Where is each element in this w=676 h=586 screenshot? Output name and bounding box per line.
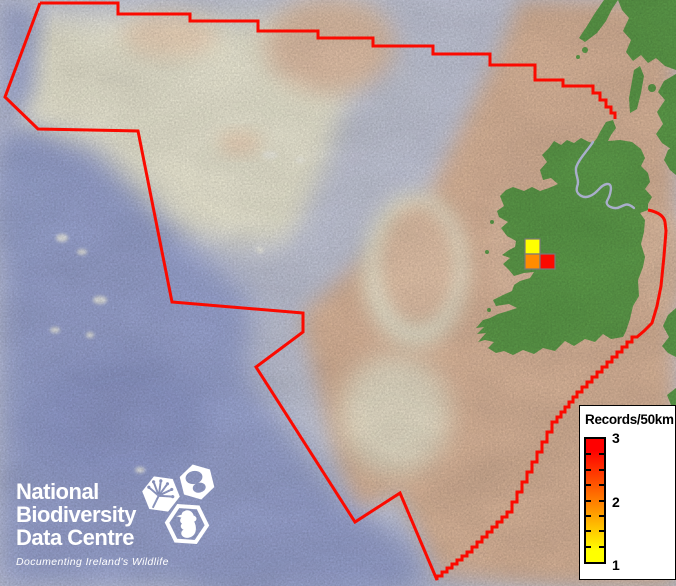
legend-tick (599, 468, 604, 471)
legend-tick (586, 453, 591, 456)
legend-tick (599, 499, 604, 502)
butterfly-icon (179, 464, 215, 500)
legend-tick (599, 484, 604, 487)
legend-tick (599, 514, 604, 517)
legend-title: Records/50km (585, 412, 674, 427)
legend-color-ramp (584, 437, 606, 564)
legend-label-max: 3 (612, 430, 620, 446)
legend-tick (586, 484, 591, 487)
logo-line-3: Data Centre (16, 525, 134, 550)
legend-label-mid: 2 (612, 494, 620, 510)
legend-tick (599, 545, 604, 548)
logo-tagline: Documenting Ireland's Wildlife (16, 556, 169, 568)
legend-tick (586, 530, 591, 533)
legend-tick (599, 530, 604, 533)
legend-label-min: 1 (612, 557, 620, 573)
logo-line-2: Biodiversity (16, 502, 136, 527)
logo-line-1: National (16, 479, 99, 504)
seahorse-icon (164, 503, 210, 545)
legend-tick (599, 453, 604, 456)
grid-cell-2[interactable] (524, 253, 541, 270)
ni-border-line (574, 140, 636, 210)
designated-area-boundary (3, 1, 668, 581)
nbdc-logo: National Biodiversity Data Centre Docume… (16, 480, 169, 568)
nbdc-logo-icon (142, 464, 215, 545)
legend-tick (586, 545, 591, 548)
legend-tick (586, 499, 591, 502)
tree-icon (142, 476, 180, 512)
legend-panel: Records/50km 3 2 1 (579, 405, 676, 580)
grid-cell-3[interactable] (539, 253, 556, 270)
grid-cell-1[interactable] (524, 238, 541, 255)
legend-tick (586, 468, 591, 471)
records-grid (524, 238, 556, 270)
legend-tick (586, 514, 591, 517)
